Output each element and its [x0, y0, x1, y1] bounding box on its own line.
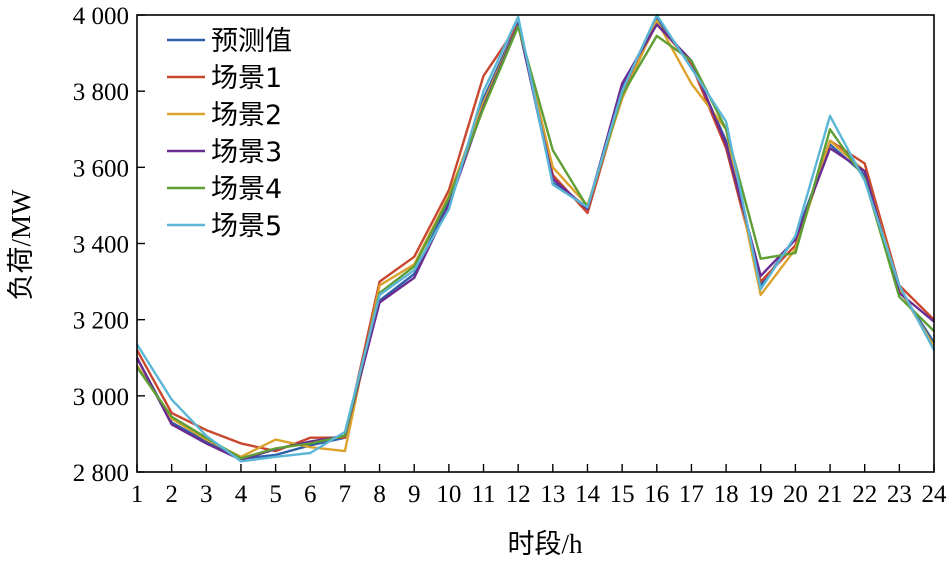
x-tick-label: 9 — [408, 481, 421, 508]
y-tick-label: 3 600 — [73, 155, 129, 182]
y-tick-label: 3 200 — [73, 308, 129, 335]
x-tick-label: 13 — [540, 481, 565, 508]
x-tick-label: 22 — [852, 481, 877, 508]
series-layer — [135, 13, 936, 463]
x-tick-label: 21 — [818, 481, 843, 508]
legend-label-3: 场景3 — [211, 137, 282, 168]
legend-label-2: 场景2 — [211, 100, 282, 131]
y-tick-label: 4 000 — [73, 3, 129, 30]
legend-label-5: 场景5 — [211, 211, 282, 242]
x-axis-label: 时段/h — [507, 529, 583, 559]
plot-frame — [136, 14, 935, 473]
y-tick-label: 2 800 — [73, 460, 129, 487]
x-tick-label: 24 — [922, 481, 948, 508]
x-tick-label: 17 — [679, 481, 704, 508]
x-tick-label: 8 — [373, 481, 386, 508]
x-tick-label: 19 — [748, 481, 773, 508]
y-tick-label: 3 400 — [73, 232, 129, 259]
legend-label-4: 场景4 — [211, 174, 282, 205]
y-tick-label: 3 000 — [73, 384, 129, 411]
x-tick-label: 18 — [714, 481, 739, 508]
x-tick-label: 16 — [644, 481, 669, 508]
x-tick-label: 14 — [575, 481, 601, 508]
x-tick-label: 20 — [783, 481, 808, 508]
series-line-5 — [135, 13, 936, 463]
legend-label-0: 预测值 — [211, 26, 292, 57]
x-tick-label: 5 — [269, 481, 282, 508]
x-tick-label: 10 — [436, 481, 461, 508]
y-tick-label: 3 800 — [73, 79, 129, 106]
x-tick-label: 6 — [304, 481, 317, 508]
x-tick-label: 7 — [339, 481, 352, 508]
x-tick-label: 3 — [200, 481, 213, 508]
x-tick-label: 15 — [610, 481, 635, 508]
x-tick-label: 1 — [131, 481, 144, 508]
x-tick-label: 11 — [471, 481, 495, 508]
legend-label-1: 场景1 — [211, 63, 282, 94]
x-tick-label: 23 — [887, 481, 912, 508]
x-tick-label: 12 — [506, 481, 531, 508]
y-axis-label: 负荷/MW — [6, 189, 36, 301]
series-line-4 — [136, 25, 935, 460]
x-tick-label: 2 — [165, 481, 178, 508]
x-tick-label: 4 — [235, 481, 248, 508]
